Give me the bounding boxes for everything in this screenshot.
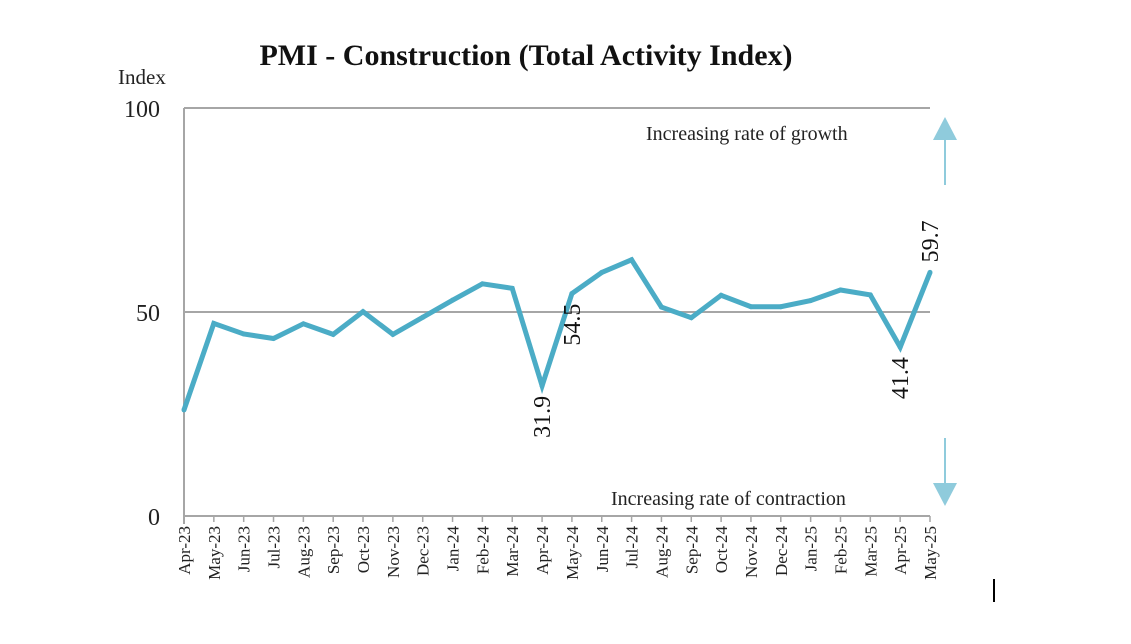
data-point xyxy=(569,291,575,297)
contraction-arrow-head-icon xyxy=(933,483,957,506)
data-label: 54.5 xyxy=(560,304,586,346)
data-point xyxy=(450,297,456,303)
data-point xyxy=(390,331,396,337)
growth-annotation: Increasing rate of growth xyxy=(646,123,848,145)
x-tick-label: May-23 xyxy=(205,526,224,580)
data-point xyxy=(837,287,843,293)
data-point xyxy=(300,321,306,327)
data-point xyxy=(629,257,635,263)
data-point xyxy=(539,383,545,389)
data-point xyxy=(271,336,277,342)
x-tick-label: Mar-25 xyxy=(861,526,880,577)
x-tick-label: Sep-23 xyxy=(324,526,343,574)
direction-arrows xyxy=(933,117,957,506)
data-labels: 31.9 54.5 41.4 59.7 xyxy=(530,220,944,437)
x-tick-label: Nov-23 xyxy=(384,526,403,578)
y-tick-50: 50 xyxy=(136,301,160,327)
series-group xyxy=(181,256,933,413)
data-point xyxy=(509,285,515,291)
x-tick-label: Dec-24 xyxy=(772,526,791,577)
data-point xyxy=(479,281,485,287)
data-point xyxy=(330,331,336,337)
x-tick-label: May-25 xyxy=(921,526,940,580)
data-point xyxy=(360,309,366,315)
data-point xyxy=(927,269,933,275)
data-point xyxy=(718,292,724,298)
y-tick-labels: 0 50 100 xyxy=(124,97,160,531)
annotations: Increasing rate of growth Increasing rat… xyxy=(611,123,848,510)
y-axis-label: Index xyxy=(118,65,166,89)
data-point xyxy=(748,304,754,310)
x-tick-label: Jan-25 xyxy=(802,526,821,571)
x-tick-labels: Apr-23 May-23 Jun-23 Jul-23 Aug-23 Sep-23 Oct-… xyxy=(175,516,940,580)
data-label: 59.7 xyxy=(918,220,944,262)
x-tick-label: Feb-24 xyxy=(473,526,492,575)
data-point xyxy=(897,344,903,350)
data-point xyxy=(688,315,694,321)
data-point xyxy=(599,269,605,275)
x-tick-label: Apr-24 xyxy=(533,526,552,575)
data-point xyxy=(420,314,426,320)
data-point xyxy=(211,320,217,326)
data-point xyxy=(241,331,247,337)
data-label: 31.9 xyxy=(530,396,556,438)
x-tick-label: Apr-23 xyxy=(175,526,194,575)
x-tick-label: Mar-24 xyxy=(503,526,522,577)
data-point xyxy=(808,298,814,304)
x-tick-label: Aug-23 xyxy=(294,526,313,578)
growth-arrow-head-icon xyxy=(933,117,957,140)
data-point xyxy=(778,304,784,310)
x-tick-label: Jul-24 xyxy=(623,526,642,569)
x-tick-label: Jun-23 xyxy=(235,526,254,572)
x-tick-label: Apr-25 xyxy=(891,526,910,575)
data-label: 41.4 xyxy=(888,357,914,399)
x-tick-label: Jun-24 xyxy=(593,526,612,573)
series-line xyxy=(181,256,933,411)
contraction-annotation: Increasing rate of contraction xyxy=(611,488,846,510)
data-point xyxy=(181,407,187,413)
y-tick-100: 100 xyxy=(124,97,160,123)
x-tick-label: May-24 xyxy=(563,526,582,580)
x-tick-label: Oct-23 xyxy=(354,526,373,573)
data-point xyxy=(658,304,664,310)
data-point xyxy=(867,292,873,298)
x-tick-label: Feb-25 xyxy=(831,526,850,574)
x-tick-label: Jan-24 xyxy=(444,526,463,572)
x-tick-label: Dec-23 xyxy=(414,526,433,576)
x-tick-label: Jul-23 xyxy=(265,526,284,569)
x-tick-label: Oct-24 xyxy=(712,526,731,574)
y-tick-0: 0 xyxy=(148,505,160,531)
chart-title: PMI - Construction (Total Activity Index… xyxy=(259,39,792,72)
x-tick-label: Aug-24 xyxy=(652,526,671,578)
x-tick-label: Nov-24 xyxy=(742,526,761,578)
x-tick-label: Sep-24 xyxy=(682,526,701,575)
gridlines xyxy=(183,107,930,524)
